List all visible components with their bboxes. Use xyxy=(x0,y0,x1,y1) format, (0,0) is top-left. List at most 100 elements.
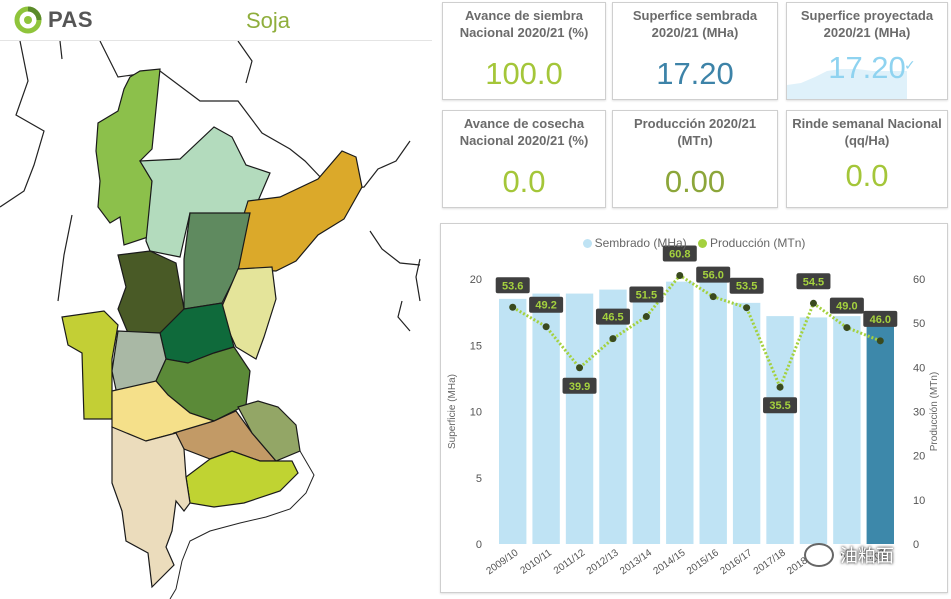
y-right-tick-label: 40 xyxy=(913,362,925,374)
legend-label: Producción (MTn) xyxy=(710,236,806,250)
bar xyxy=(866,316,894,544)
kpi-value: 17.20 xyxy=(656,56,734,91)
data-label-box xyxy=(495,277,530,294)
kpi-label: Superfice sembrada 2020/21 (MHa) xyxy=(632,8,758,40)
data-label: 49.2 xyxy=(535,300,556,312)
bar xyxy=(766,316,794,544)
region-la-pampa[interactable] xyxy=(111,426,191,589)
bar xyxy=(532,293,560,544)
data-label-box xyxy=(863,310,898,327)
y-right-tick-label: 30 xyxy=(913,407,925,419)
legend-dot xyxy=(582,239,592,248)
line-point xyxy=(542,323,550,331)
x-tick-label: 2012/13 xyxy=(585,547,621,577)
data-label: 54.5 xyxy=(803,276,824,288)
data-label: 46.5 xyxy=(602,312,623,324)
line-point xyxy=(576,364,584,372)
kpi-card-avance-cosecha: Avance de cosecha Nacional 2020/21 (%) 0… xyxy=(442,110,606,208)
kpi-card-superficie-sembrada: Superfice sembrada 2020/21 (MHa) 17.20 xyxy=(612,2,778,100)
x-tick-label: 2010/11 xyxy=(519,547,555,577)
data-label: 56.0 xyxy=(702,270,723,282)
brand-bar: PAS Soja xyxy=(0,0,432,41)
line-point xyxy=(743,304,751,312)
data-label-box xyxy=(796,273,831,290)
watermark-text: 油粕面 xyxy=(840,546,894,567)
bar xyxy=(699,277,727,544)
line-point xyxy=(676,271,684,279)
watermark: 油粕面 xyxy=(804,540,894,570)
bar xyxy=(799,317,828,544)
data-label-box xyxy=(529,296,564,313)
data-label: 35.5 xyxy=(769,400,790,412)
argentina-map xyxy=(0,40,421,599)
line-point xyxy=(709,293,717,301)
y-right-tick-label: 10 xyxy=(913,495,925,507)
data-label: 49.0 xyxy=(836,301,857,313)
y-right-tick-label: 60 xyxy=(913,274,925,286)
y-right-tick-label: 0 xyxy=(913,539,919,551)
legend-item-sembrado[interactable]: Sembrado (MHa) xyxy=(582,236,687,250)
region-entre-rios[interactable] xyxy=(237,400,301,462)
x-tick-label: 2013/14 xyxy=(618,547,654,577)
logo-text: PAS xyxy=(48,7,94,32)
x-tick-label: 2017/18 xyxy=(752,547,788,577)
y-left-tick-label: 15 xyxy=(470,340,482,352)
kpi-card-produccion: Producción 2020/21 (MTn) 0.00 xyxy=(612,110,778,208)
y-left-tick-label: 5 xyxy=(476,473,482,485)
pas-logo-icon xyxy=(14,6,42,34)
data-label: 53.5 xyxy=(736,281,757,293)
x-tick-label: 2014/15 xyxy=(652,547,688,577)
data-label: 53.6 xyxy=(502,280,523,292)
combo-chart: 0 5 10 15 20 0 10 20 30 40 50 60 Superficie (MHa) Pro… xyxy=(447,245,940,577)
line-point xyxy=(809,299,817,307)
legend-item-produccion[interactable]: Producción (MTn) xyxy=(698,236,805,250)
check-icon: ✓ xyxy=(904,57,916,73)
y-right-axis-label: Producción (MTn) xyxy=(929,372,940,451)
production-line xyxy=(511,273,881,392)
data-label: 60.8 xyxy=(669,248,690,260)
bar xyxy=(833,316,861,544)
data-label-box xyxy=(729,277,764,294)
kpi-label: Avance de cosecha Nacional 2020/21 (%) xyxy=(459,116,589,148)
region-san-luis[interactable] xyxy=(61,310,119,420)
kpi-value: 17.20 xyxy=(828,50,906,85)
bar xyxy=(666,281,694,544)
data-label-box xyxy=(763,397,798,414)
line-point xyxy=(776,383,784,391)
kpi-value: 0.00 xyxy=(664,164,726,199)
y-left-tick-label: 20 xyxy=(470,274,482,286)
region-map xyxy=(0,40,432,599)
kpi-card-avance-siembra: Avance de siembra Nacional 2020/21 (%) 1… xyxy=(442,2,606,100)
data-label-box xyxy=(629,286,664,303)
data-label-box xyxy=(562,377,597,394)
data-label: 39.9 xyxy=(569,381,590,393)
x-tick-label: 2015/16 xyxy=(685,547,721,577)
data-label: 51.5 xyxy=(636,290,657,302)
kpi-value: 0.0 xyxy=(845,158,889,193)
data-label-box xyxy=(829,297,864,314)
pas-logo: PAS xyxy=(14,6,93,34)
kpi-label: Rinde semanal Nacional (qq/Ha) xyxy=(792,116,942,148)
x-tick-label: 2009/10 xyxy=(485,547,521,577)
sparkline xyxy=(787,69,907,99)
legend-dot xyxy=(698,239,707,248)
line-point xyxy=(509,303,517,311)
region-salta[interactable] xyxy=(95,68,161,246)
bar xyxy=(499,298,527,544)
line-point xyxy=(843,324,851,332)
x-tick-label: 2016/17 xyxy=(718,547,754,577)
line-point xyxy=(876,337,884,345)
kpi-label: Avance de siembra Nacional 2020/21 (%) xyxy=(459,8,589,40)
x-tick-label: 2011/12 xyxy=(552,547,588,577)
line-point xyxy=(642,313,650,321)
chart-card: Sembrado (MHa) Producción (MTn) 0 5 10 15 20… xyxy=(440,223,948,593)
y-left-tick-label: 0 xyxy=(476,539,482,551)
kpi-label: Producción 2020/21 (MTn) xyxy=(633,116,757,148)
line-point xyxy=(609,335,617,343)
coastline xyxy=(169,450,315,599)
bar xyxy=(632,286,661,544)
data-label-box xyxy=(662,245,697,262)
y-right-tick-label: 50 xyxy=(913,318,925,330)
kpi-value: 0.0 xyxy=(502,164,546,199)
y-right-tick-label: 20 xyxy=(913,451,925,463)
